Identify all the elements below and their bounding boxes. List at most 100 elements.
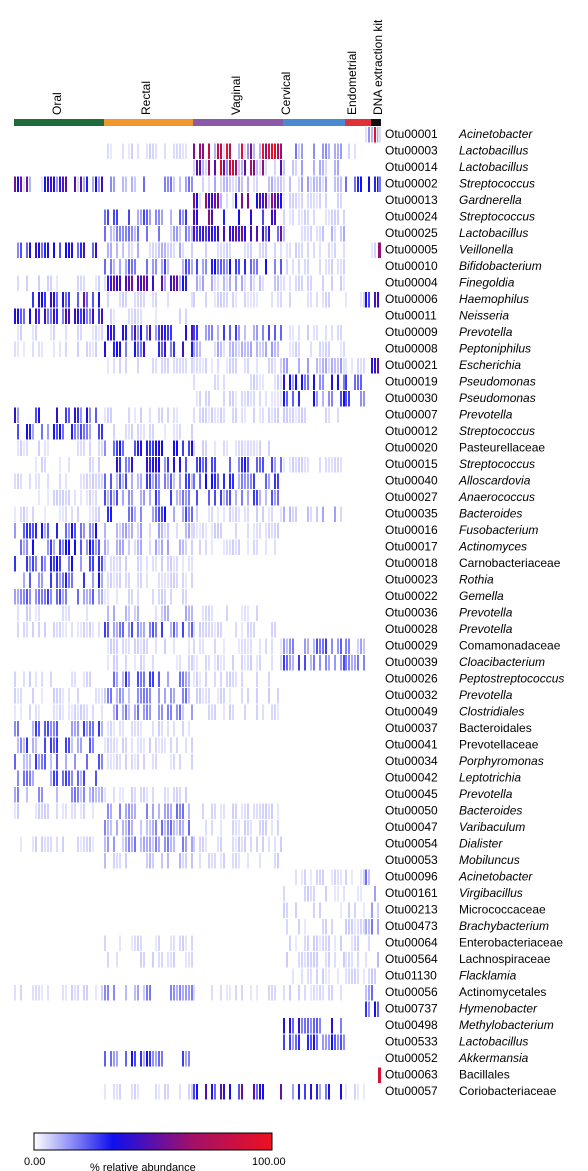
heatmap-cell <box>374 1001 376 1017</box>
heatmap-cell <box>122 440 124 456</box>
heatmap-cell <box>32 506 34 522</box>
heatmap-cell <box>125 737 127 753</box>
heatmap-cell <box>35 457 37 473</box>
heatmap-cell <box>134 308 136 324</box>
heatmap-cell <box>247 391 249 407</box>
heatmap-cell <box>226 671 228 687</box>
heatmap-cell <box>244 275 246 291</box>
heatmap-cell <box>334 160 336 176</box>
heatmap-cell <box>143 341 145 357</box>
heatmap-cell <box>220 985 222 1001</box>
heatmap-cell <box>20 473 22 489</box>
heatmap-cell <box>20 242 22 258</box>
heatmap-cell <box>188 226 190 242</box>
heatmap-cell <box>185 539 187 555</box>
heatmap-row-otu00032 <box>14 688 279 704</box>
row-taxon-label: Gemella <box>459 589 504 603</box>
heatmap-cell <box>155 754 157 770</box>
heatmap-cell <box>211 193 213 209</box>
heatmap-cell <box>271 407 273 423</box>
heatmap-cell <box>268 985 270 1001</box>
heatmap-cell <box>331 325 333 341</box>
heatmap-cell <box>241 457 243 473</box>
heatmap-cell <box>316 193 318 209</box>
heatmap-cell <box>357 1084 359 1100</box>
heatmap-cell <box>116 572 118 588</box>
row-otu-label: Otu00016 <box>385 523 438 537</box>
heatmap-cell <box>313 325 315 341</box>
heatmap-cell <box>113 275 115 291</box>
heatmap-cell <box>274 325 276 341</box>
heatmap-cell <box>155 836 157 852</box>
heatmap-cell <box>205 391 207 407</box>
heatmap-cell <box>116 275 118 291</box>
heatmap-cell <box>199 671 201 687</box>
heatmap-cell <box>122 688 124 704</box>
heatmap-cell <box>289 935 291 951</box>
heatmap-cell <box>104 407 106 423</box>
heatmap-cell <box>119 226 121 242</box>
heatmap-cell <box>319 341 321 357</box>
heatmap-cell <box>226 440 228 456</box>
heatmap-cell <box>202 688 204 704</box>
heatmap-row-otu00042 <box>17 770 97 786</box>
heatmap-cell <box>173 358 175 374</box>
heatmap-cell <box>193 143 195 159</box>
heatmap-cell <box>188 655 190 671</box>
heatmap-cell <box>292 655 294 671</box>
heatmap-cell <box>241 440 243 456</box>
heatmap-cell <box>56 754 58 770</box>
heatmap-cell <box>322 176 324 192</box>
heatmap-cell <box>250 622 252 638</box>
heatmap-cell <box>107 688 109 704</box>
heatmap-cell <box>26 622 28 638</box>
heatmap-cell <box>271 292 273 308</box>
heatmap-cell <box>229 275 231 291</box>
heatmap-cell <box>292 341 294 357</box>
heatmap-cell <box>83 836 85 852</box>
heatmap-cell <box>202 523 204 539</box>
heatmap-cell <box>161 952 163 968</box>
heatmap-cell <box>44 506 46 522</box>
heatmap-cell <box>131 737 133 753</box>
heatmap-cell <box>229 259 231 275</box>
heatmap-cell <box>295 407 297 423</box>
group-label-rectal: Rectal <box>139 81 153 115</box>
heatmap-cell <box>140 638 142 654</box>
heatmap-cell <box>253 473 255 489</box>
heatmap-cell <box>229 391 231 407</box>
heatmap-cell <box>295 242 297 258</box>
heatmap-cell <box>274 704 276 720</box>
heatmap-cell <box>334 1034 336 1050</box>
heatmap-cell <box>196 506 198 522</box>
heatmap-cell <box>292 457 294 473</box>
heatmap-cell <box>188 721 190 737</box>
heatmap-cell <box>77 688 79 704</box>
heatmap-cell <box>214 374 216 390</box>
heatmap-cell <box>371 919 373 935</box>
heatmap-cell <box>354 902 356 918</box>
heatmap-cell <box>235 325 237 341</box>
heatmap-cell <box>365 869 367 885</box>
heatmap-cell <box>301 209 303 225</box>
heatmap-cell <box>155 242 157 258</box>
heatmap-cell <box>134 539 136 555</box>
heatmap-cell <box>363 902 365 918</box>
heatmap-cell <box>319 638 321 654</box>
heatmap-cell <box>244 440 246 456</box>
group-bar-rectal <box>104 119 193 126</box>
heatmap-cell <box>191 836 193 852</box>
heatmap-cell <box>271 341 273 357</box>
row-otu-label: Otu00007 <box>385 408 438 422</box>
heatmap-cell <box>182 341 184 357</box>
heatmap-cell <box>277 193 279 209</box>
heatmap-cell <box>313 902 315 918</box>
heatmap-cell <box>286 391 288 407</box>
heatmap-cell <box>164 424 166 440</box>
heatmap-cell <box>211 985 213 1001</box>
heatmap-cell <box>188 820 190 836</box>
heatmap-cell <box>268 143 270 159</box>
heatmap-cell <box>247 655 249 671</box>
heatmap-cell <box>83 671 85 687</box>
heatmap-row-otu00035 <box>14 506 342 522</box>
